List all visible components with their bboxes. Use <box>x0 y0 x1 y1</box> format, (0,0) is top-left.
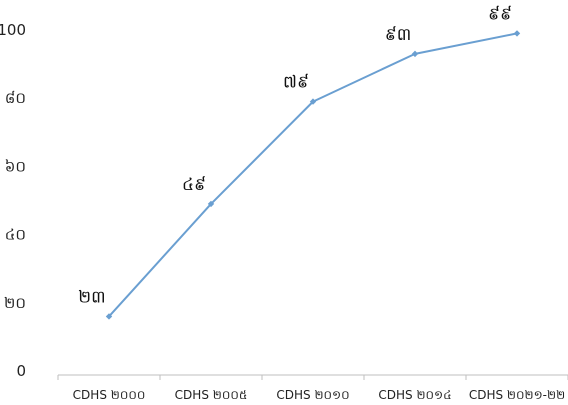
y-tick-label: 100 <box>0 21 26 39</box>
y-tick-label: ៤០ <box>5 226 26 244</box>
data-label: ៩៩ <box>488 4 512 24</box>
data-point <box>207 200 215 208</box>
y-tick-label: ៦០ <box>5 157 26 175</box>
x-axis: CDHS ២០០០ CDHS ២០០៥ CDHS ២០១០ CDHS ២០១៤ CDHS… <box>57 374 568 402</box>
data-label: ៧៩ <box>283 73 309 93</box>
data-labels-group: ២៣ ៤៩ ៧៩ ៩៣ ៩៩ <box>78 4 512 307</box>
x-tick-label: CDHS ២០០៥ <box>175 388 248 402</box>
data-label: ៩៣ <box>385 25 412 45</box>
x-tick-label: CDHS ២០១៤ <box>378 388 451 402</box>
x-tick-label: CDHS ២០១០ <box>276 388 349 402</box>
y-tick-label: ៨០ <box>5 89 26 107</box>
data-label: ២៣ <box>78 287 105 307</box>
y-tick-label: ២០ <box>4 294 26 312</box>
series-line <box>108 32 518 318</box>
y-tick-label: 0 <box>16 362 26 380</box>
data-point <box>105 313 113 320</box>
data-label: ៤៩ <box>182 175 206 195</box>
data-point <box>309 98 317 105</box>
data-point <box>513 30 521 37</box>
data-point <box>411 50 419 58</box>
x-tick-label: CDHS ២០២១-២២ <box>469 388 565 402</box>
series-line-group <box>105 30 521 320</box>
y-axis: 0 ២០ ៤០ ៦០ ៨០ 100 <box>0 21 26 380</box>
x-tick-label: CDHS ២០០០ <box>73 388 146 402</box>
